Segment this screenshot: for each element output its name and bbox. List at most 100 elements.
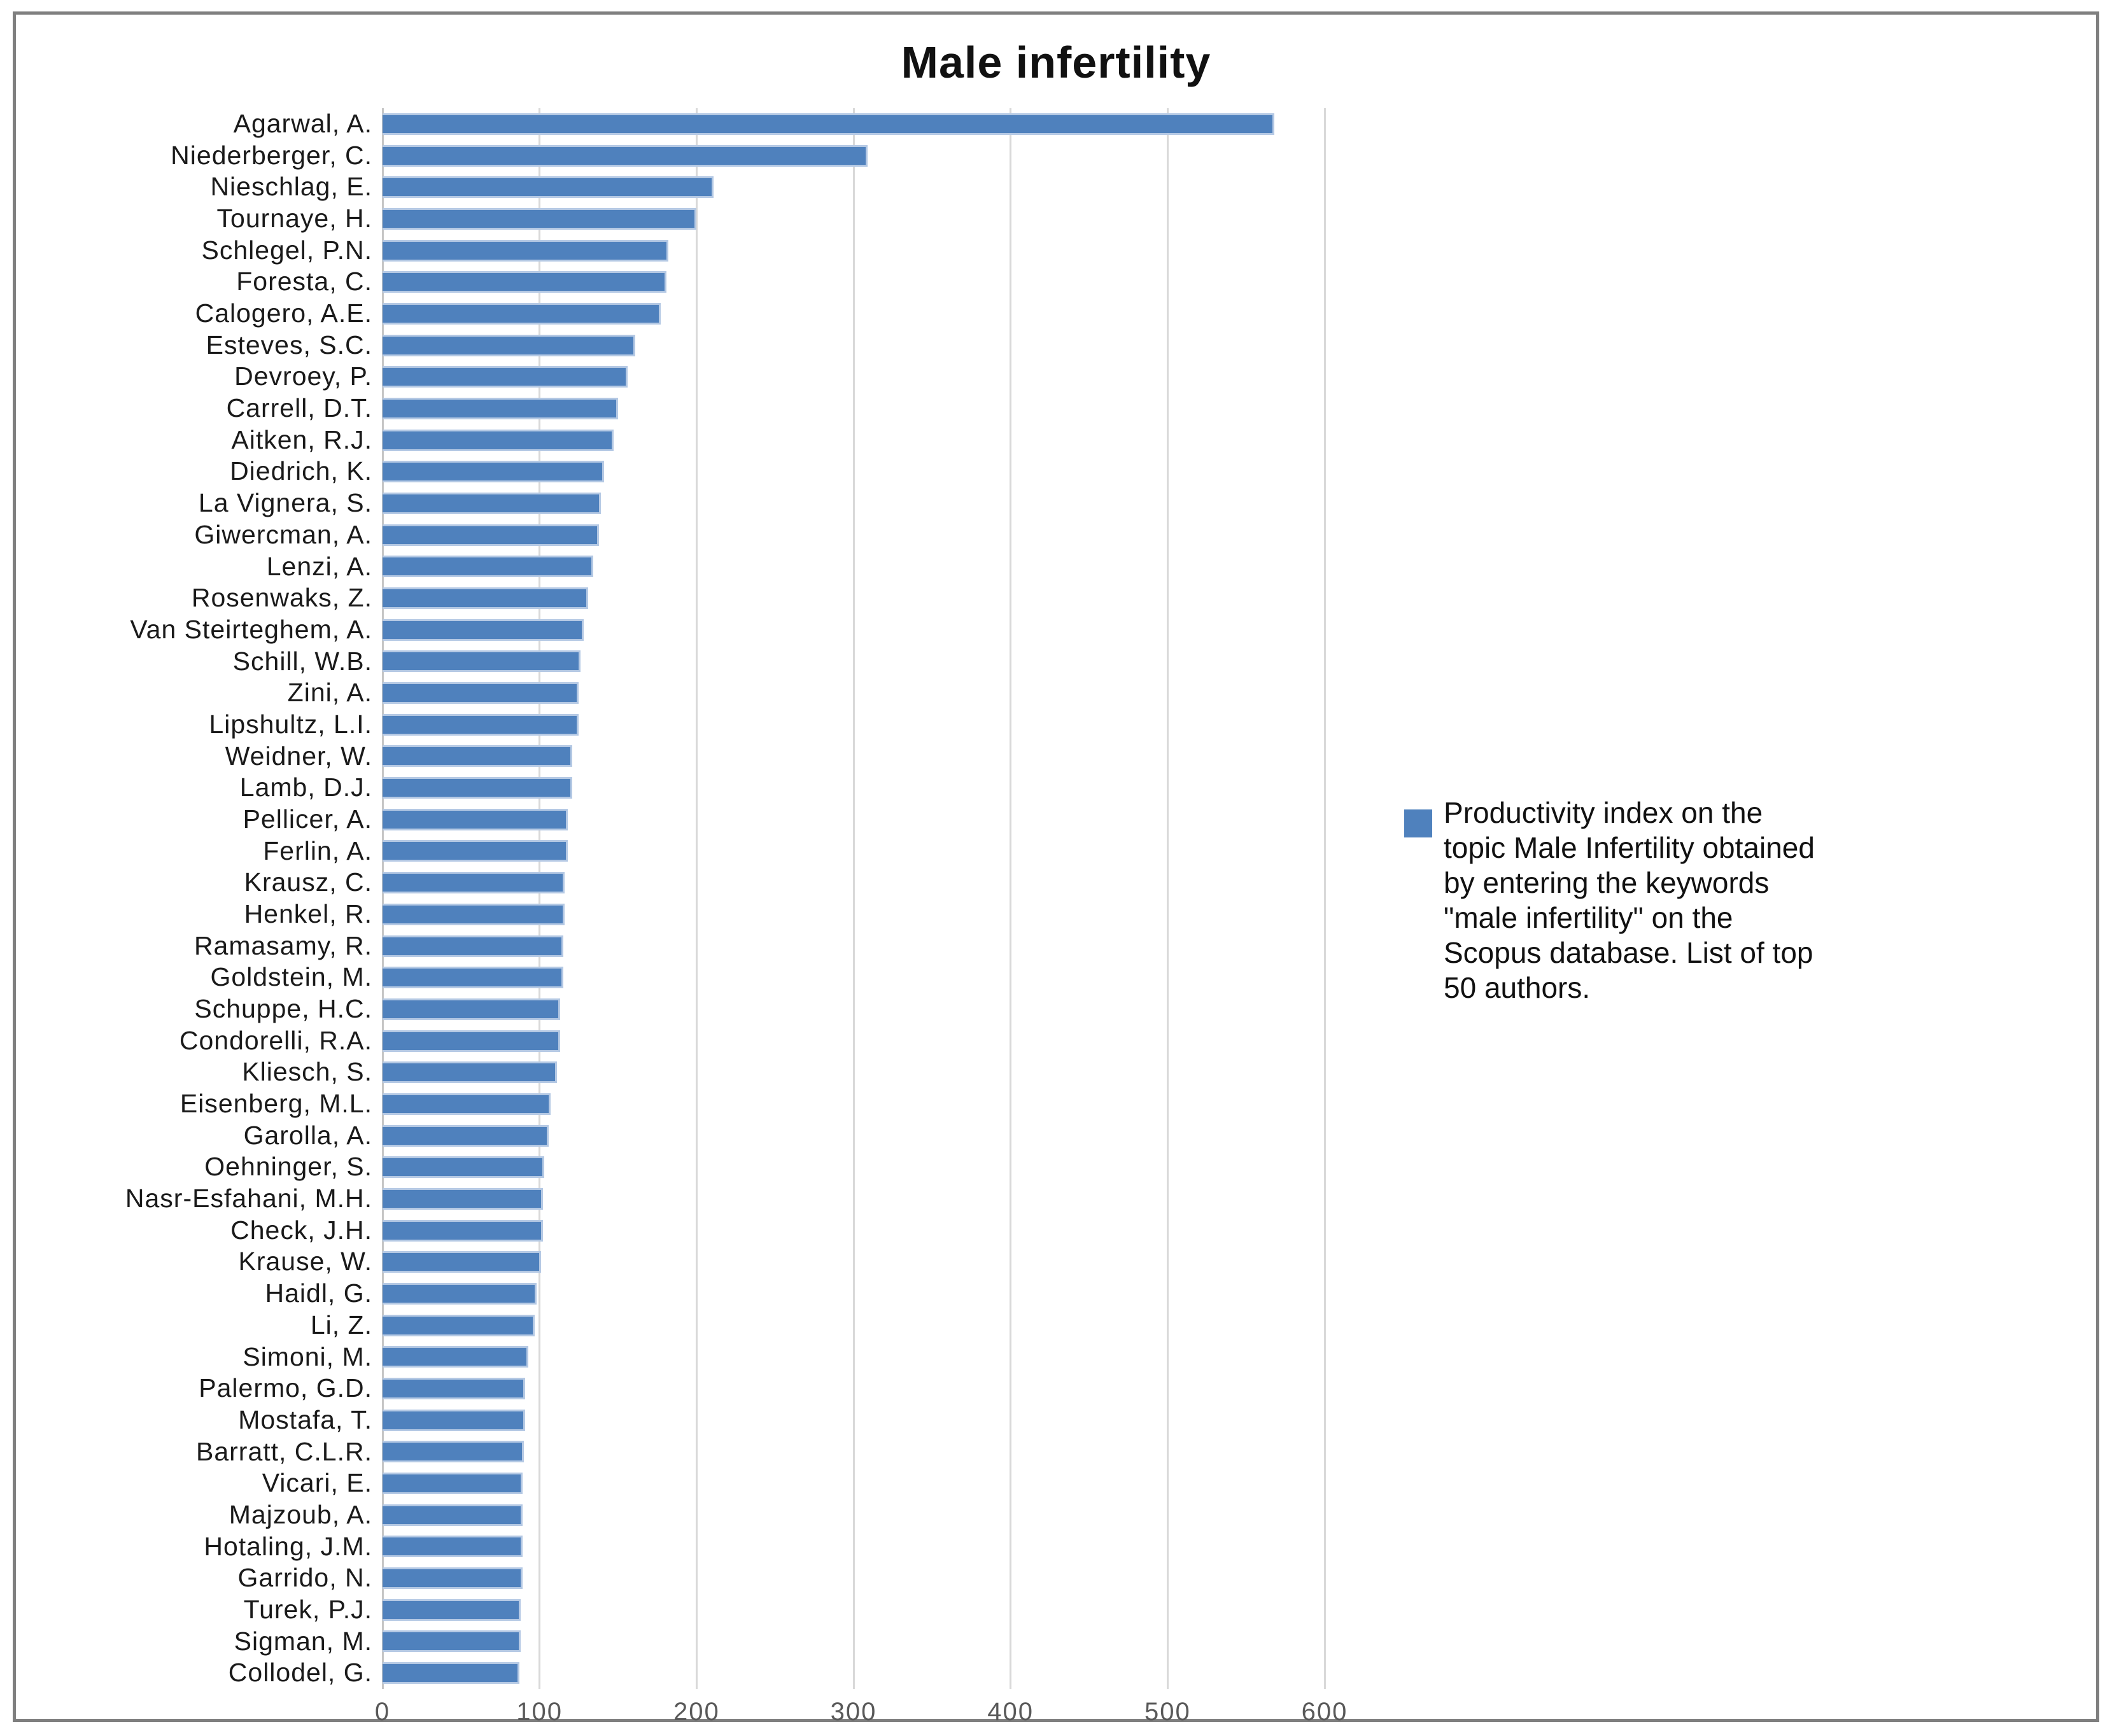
bar bbox=[383, 1504, 523, 1526]
bar bbox=[383, 1093, 551, 1115]
bar bbox=[383, 461, 604, 483]
bar bbox=[383, 619, 584, 641]
category-label: Giwercman, A. bbox=[194, 519, 372, 549]
category-label: Weidner, W. bbox=[225, 741, 372, 771]
legend-text-line: Productivity index on the bbox=[1444, 796, 1763, 829]
bar bbox=[383, 556, 593, 578]
bar bbox=[383, 524, 600, 546]
category-label: Zini, A. bbox=[287, 678, 372, 708]
x-tick-label: 0 bbox=[374, 1698, 391, 1726]
category-label: Turek, P.J. bbox=[243, 1594, 372, 1624]
bar bbox=[383, 587, 589, 610]
bar bbox=[383, 397, 618, 419]
category-label: Van Steirteghem, A. bbox=[130, 614, 372, 644]
category-label: Esteves, S.C. bbox=[206, 330, 372, 360]
bar bbox=[383, 682, 579, 704]
chart-title: Male infertility bbox=[901, 38, 1211, 87]
bar bbox=[383, 176, 714, 199]
category-label: Agarwal, A. bbox=[233, 109, 372, 138]
bar bbox=[383, 840, 568, 862]
category-label: Goldstein, M. bbox=[210, 962, 372, 992]
category-label: Foresta, C. bbox=[236, 267, 372, 297]
category-label: Schlegel, P.N. bbox=[201, 235, 372, 265]
bar bbox=[383, 429, 614, 451]
category-label: Kliesch, S. bbox=[242, 1057, 372, 1087]
x-tick-label: 300 bbox=[830, 1698, 877, 1726]
bar bbox=[383, 872, 565, 894]
category-label: Collodel, G. bbox=[228, 1658, 372, 1688]
bar bbox=[383, 1599, 521, 1621]
bar bbox=[383, 1346, 529, 1368]
bar bbox=[383, 1124, 549, 1147]
bar bbox=[383, 493, 601, 514]
category-label: Diedrich, K. bbox=[230, 456, 372, 486]
legend-color-swatch bbox=[1404, 809, 1432, 837]
category-label: Oehninger, S. bbox=[204, 1152, 372, 1182]
bar bbox=[383, 1409, 526, 1431]
bar bbox=[383, 713, 579, 736]
bar bbox=[383, 903, 565, 925]
category-label: Simoni, M. bbox=[243, 1341, 372, 1371]
x-tick-label: 500 bbox=[1144, 1698, 1191, 1726]
category-label: Check, J.H. bbox=[230, 1215, 372, 1245]
bar bbox=[383, 1283, 537, 1305]
category-label: Schill, W.B. bbox=[232, 646, 372, 676]
category-label: Schuppe, H.C. bbox=[194, 994, 372, 1024]
category-label: Barratt, C.L.R. bbox=[195, 1436, 372, 1466]
bar bbox=[383, 1662, 519, 1684]
category-label: Lamb, D.J. bbox=[239, 773, 372, 802]
category-label: Palermo, G.D. bbox=[199, 1373, 372, 1403]
bar bbox=[383, 1630, 521, 1653]
bar bbox=[383, 302, 661, 325]
gridline bbox=[852, 108, 855, 1689]
bar bbox=[383, 113, 1275, 135]
chart-frame bbox=[13, 11, 2099, 1722]
bar bbox=[383, 808, 568, 830]
category-label: Ramasamy, R. bbox=[194, 930, 372, 960]
gridline bbox=[381, 108, 384, 1689]
category-label: Haidl, G. bbox=[265, 1278, 372, 1308]
category-label: Calogero, A.E. bbox=[195, 298, 372, 328]
bar bbox=[383, 271, 667, 293]
legend-text-line: "male infertility" on the bbox=[1444, 901, 1733, 934]
category-label: Niederberger, C. bbox=[171, 140, 372, 170]
legend-text-line: 50 authors. bbox=[1444, 971, 1591, 1004]
category-label: Garolla, A. bbox=[243, 1120, 372, 1150]
category-label: Tournaye, H. bbox=[216, 204, 372, 234]
bar bbox=[383, 1156, 545, 1179]
bar bbox=[383, 334, 636, 356]
category-label: Vicari, E. bbox=[262, 1468, 372, 1498]
bar bbox=[383, 1441, 524, 1463]
category-label: Lipshultz, L.I. bbox=[209, 709, 372, 739]
bar bbox=[383, 777, 573, 799]
legend-text-line: topic Male Infertility obtained bbox=[1444, 831, 1815, 864]
gridline bbox=[1010, 108, 1012, 1689]
bar bbox=[383, 998, 560, 1020]
bar bbox=[383, 1030, 560, 1052]
bar bbox=[383, 1473, 523, 1495]
bar bbox=[383, 967, 563, 989]
category-label: Aitken, R.J. bbox=[231, 424, 372, 454]
category-label: Hotaling, J.M. bbox=[204, 1531, 372, 1561]
category-label: Devroey, P. bbox=[234, 361, 372, 391]
bar bbox=[383, 1314, 535, 1336]
legend-text-line: Scopus database. List of top bbox=[1444, 936, 1813, 969]
bar bbox=[383, 1187, 543, 1210]
category-label: Li, Z. bbox=[310, 1310, 372, 1340]
category-label: Pellicer, A. bbox=[243, 804, 372, 834]
x-tick-label: 100 bbox=[516, 1698, 563, 1726]
category-label: Ferlin, A. bbox=[263, 836, 372, 865]
category-label: Krause, W. bbox=[238, 1247, 372, 1277]
bar bbox=[383, 1378, 526, 1400]
category-label: Henkel, R. bbox=[244, 899, 372, 928]
gridline bbox=[539, 108, 541, 1689]
legend-text-line: by entering the keywords bbox=[1444, 866, 1770, 899]
category-label: Majzoub, A. bbox=[229, 1499, 372, 1529]
bar bbox=[383, 1219, 543, 1242]
x-tick-label: 400 bbox=[987, 1698, 1034, 1726]
bar bbox=[383, 239, 668, 262]
bar bbox=[383, 745, 573, 767]
bar bbox=[383, 1251, 542, 1273]
